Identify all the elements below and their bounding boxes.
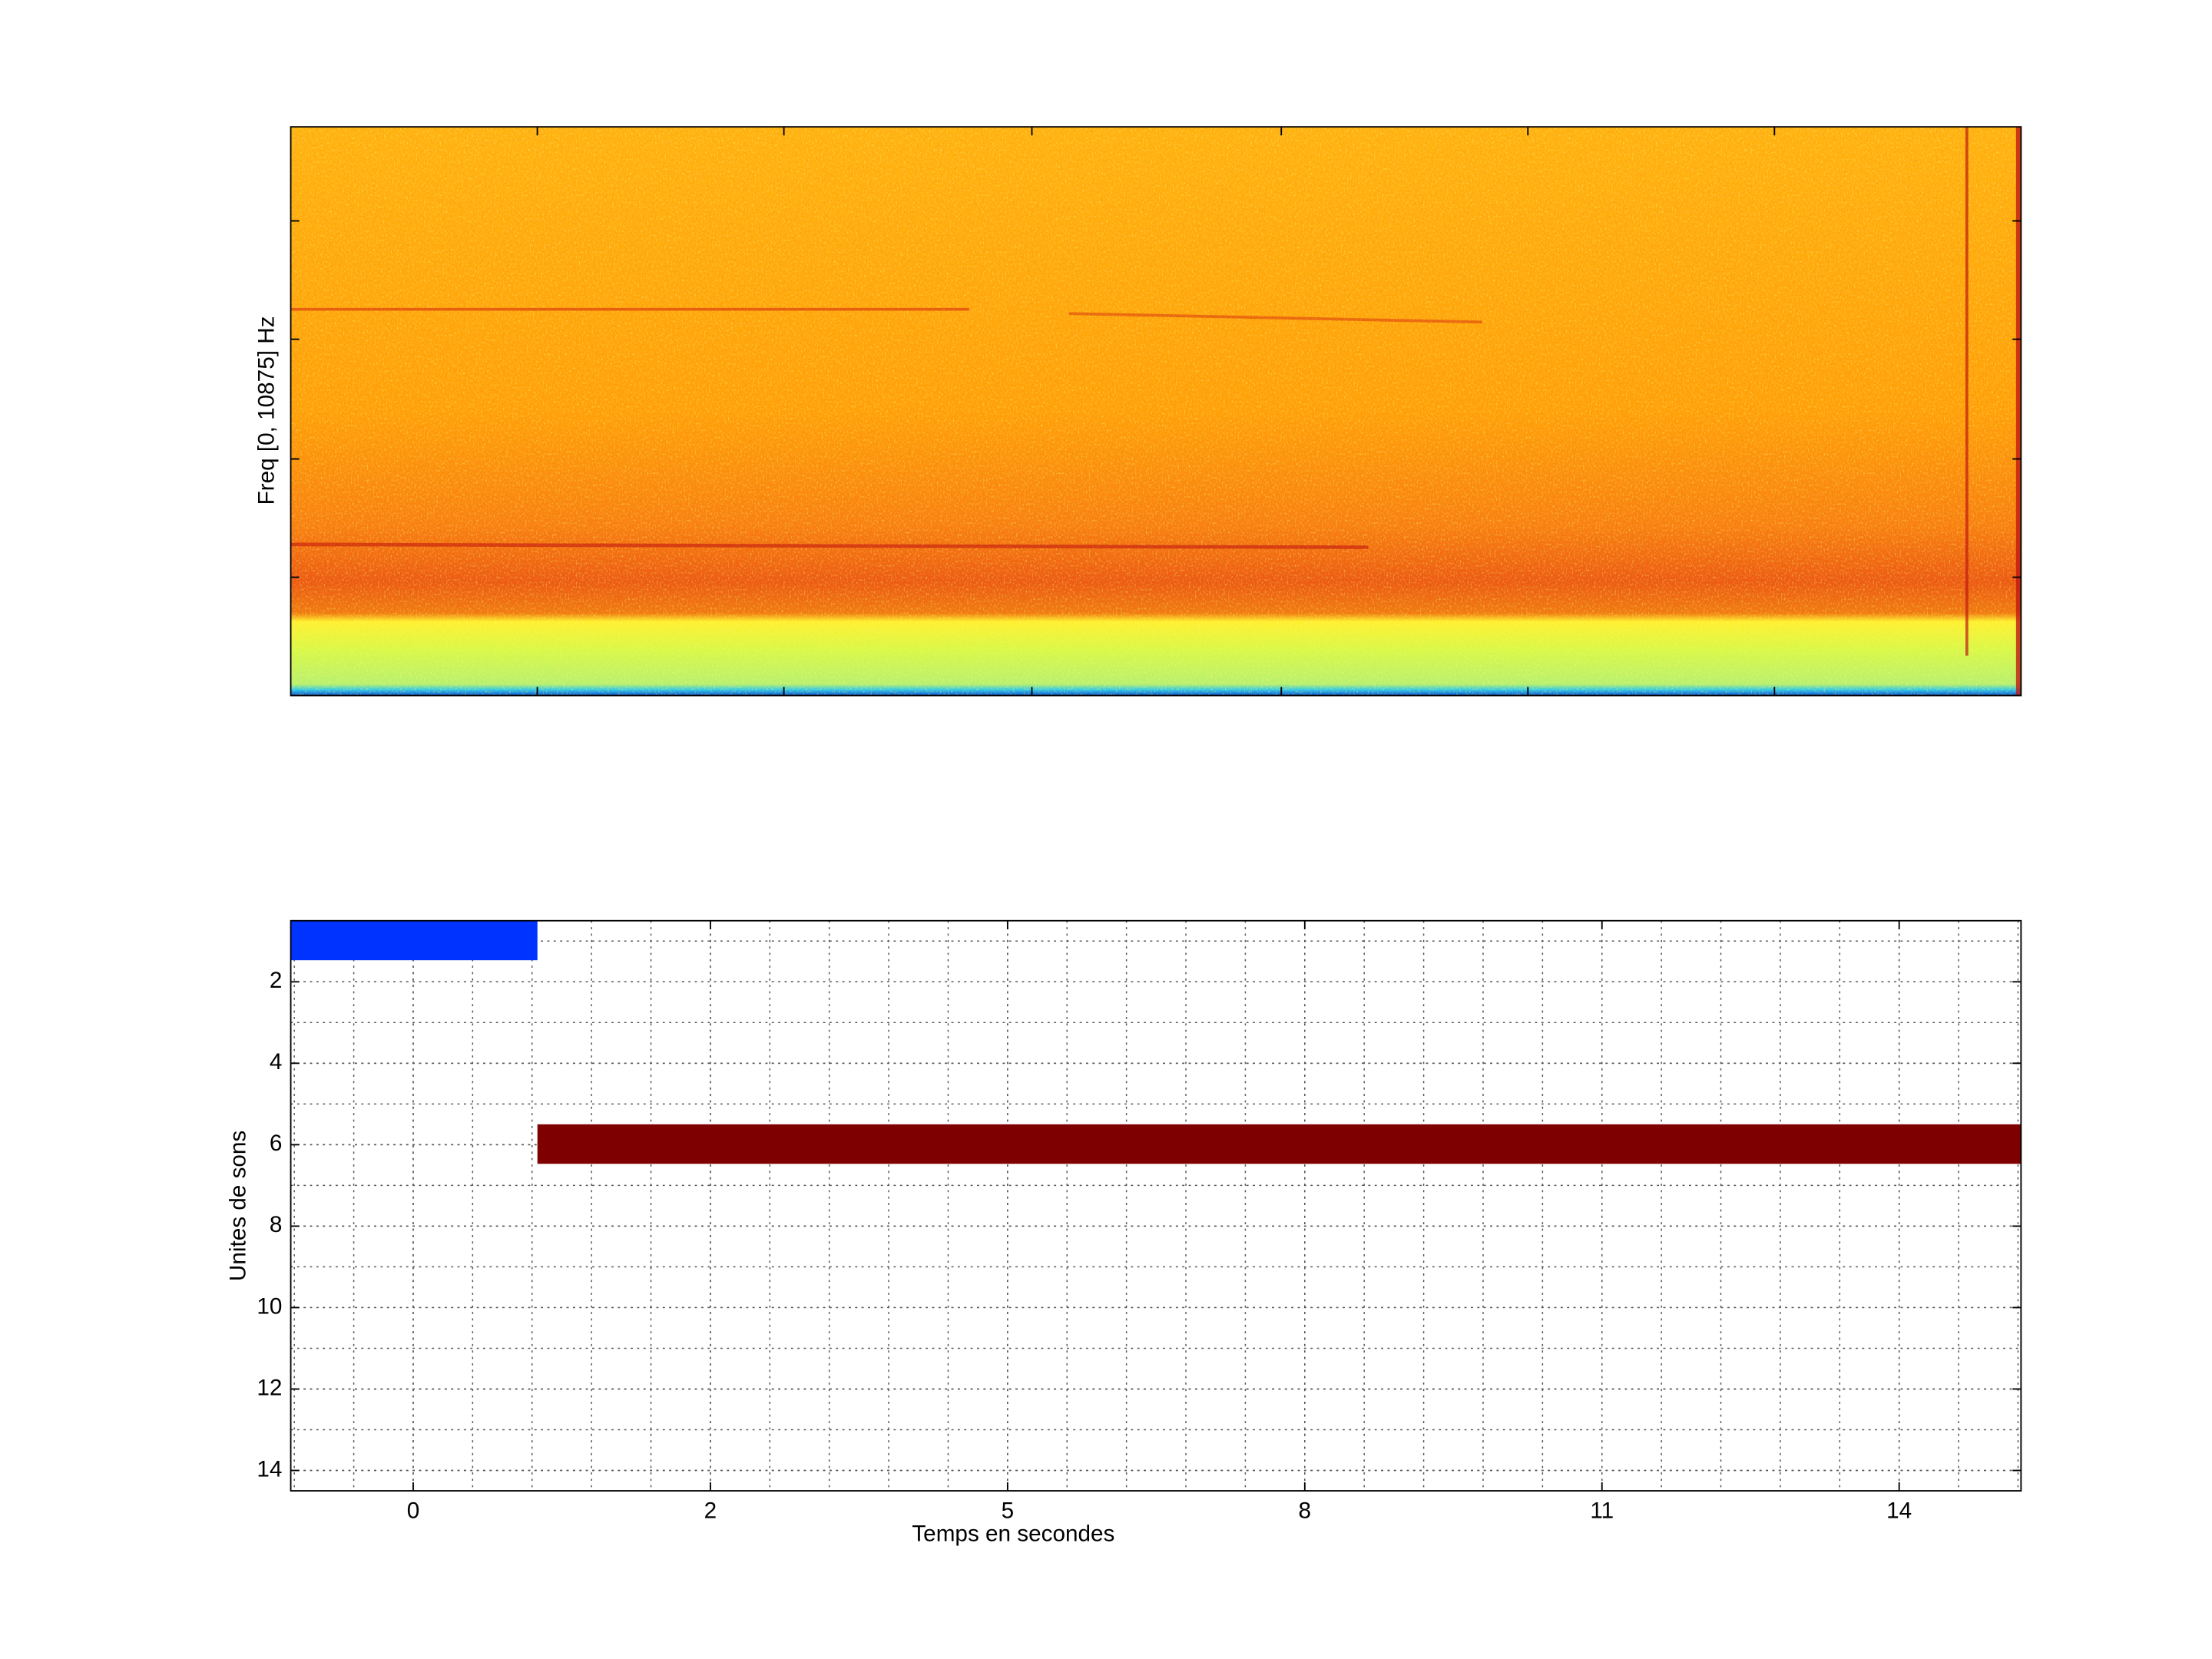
- axes-box: [290, 126, 2022, 697]
- bar: [290, 920, 538, 961]
- timeline-panel: 0 2 5 8 11 14 2 4 6 8 10 12 14 Temps en secondes Unite…: [226, 919, 2022, 1546]
- axis-ticks: [290, 127, 2022, 696]
- x-tick-label: 5: [1002, 1498, 1015, 1524]
- y-tick-label: 12: [257, 1375, 282, 1400]
- y-tick-label: 10: [257, 1293, 282, 1319]
- x-tick-label: 8: [1299, 1498, 1312, 1524]
- spectral-line: [1068, 312, 1482, 324]
- spectral-line: [290, 542, 1369, 549]
- y-tick-label: 2: [270, 968, 283, 993]
- x-axis-label: Temps en secondes: [912, 1521, 1114, 1546]
- x-tick-label: 11: [1590, 1498, 1614, 1524]
- x-tick-label: 14: [1886, 1498, 1912, 1524]
- spectrogram-panel: Freq [0, 10875] Hz: [254, 126, 2022, 697]
- y-axis-label: Freq [0, 10875] Hz: [254, 316, 280, 505]
- y-tick-label: 8: [270, 1212, 283, 1237]
- bar: [537, 1124, 2022, 1164]
- y-tick-label: 6: [270, 1131, 283, 1156]
- x-tick-label: 2: [704, 1498, 717, 1524]
- y-tick-label: 14: [257, 1456, 282, 1482]
- spectrogram-texture: [290, 127, 2022, 612]
- y-tick-label: 4: [270, 1049, 283, 1075]
- axes-box: [290, 919, 2022, 1492]
- y-axis-label: Unites de sons: [226, 1131, 251, 1281]
- x-tick-label: 0: [407, 1498, 420, 1524]
